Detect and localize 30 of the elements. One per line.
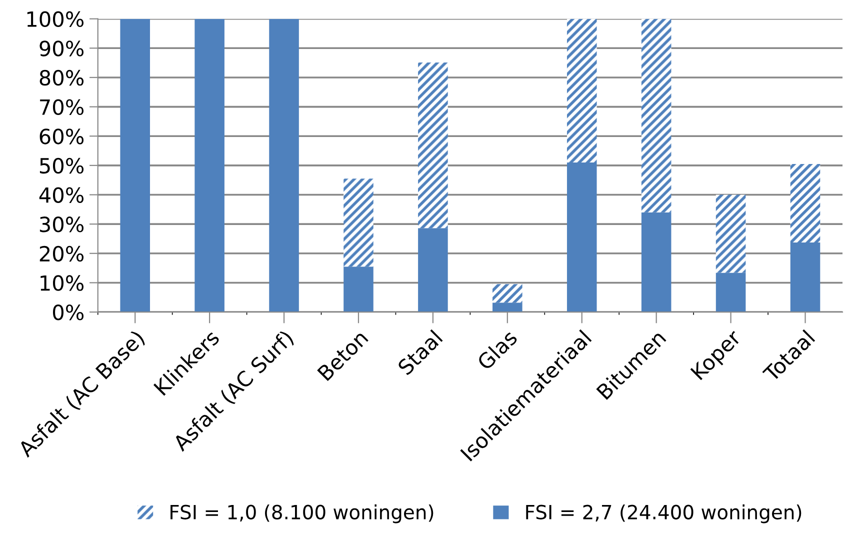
bar [492, 302, 522, 312]
bar [790, 242, 820, 312]
y-tick-label: 60% [40, 128, 84, 144]
bar [641, 212, 672, 312]
y-tick-label: 80% [40, 70, 84, 86]
bar [418, 228, 448, 312]
y-tick-label: 70% [40, 99, 84, 116]
y-tick-label: 50% [40, 158, 84, 174]
y-tick-label: 40% [39, 187, 84, 203]
y-tick-label: 0% [52, 304, 84, 320]
y-tick-label: 100% [27, 11, 84, 28]
y-tick-label: 90% [40, 40, 84, 56]
bar [344, 178, 374, 267]
bar [790, 164, 820, 243]
y-tick-label: 10% [40, 275, 84, 291]
bar [269, 18, 299, 312]
bar [566, 18, 597, 163]
bar [120, 18, 150, 312]
bar [716, 194, 746, 273]
bar [418, 62, 448, 228]
legend-label: FSI = 2,7 (24.400 woningen) [526, 504, 802, 524]
legend-label: FSI = 1,0 (8.100 woningen) [170, 504, 434, 524]
bar [566, 162, 597, 312]
y-tick-label: 30% [40, 216, 84, 232]
bar [194, 18, 224, 312]
bar [716, 272, 746, 312]
y-tick-label: 20% [40, 246, 84, 262]
bar [641, 18, 672, 212]
bar [492, 284, 522, 303]
bar [344, 266, 374, 312]
